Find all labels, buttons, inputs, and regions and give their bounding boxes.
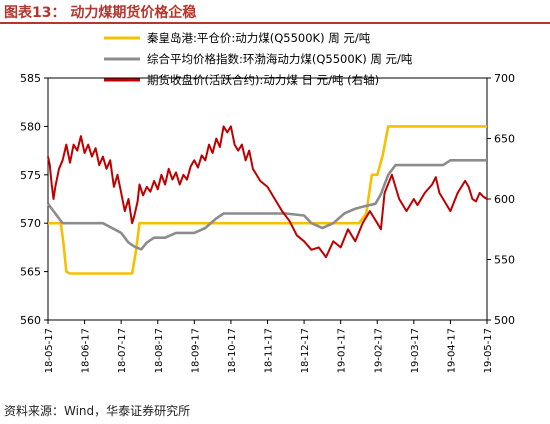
x-axis-tick-label: 18-05-17	[44, 328, 55, 373]
x-axis-tick-label: 18-11-17	[264, 328, 275, 373]
legend-label: 秦皇岛港:平仓价:动力煤(Q5500K) 周 元/吨	[147, 31, 371, 45]
series-line	[47, 125, 488, 259]
left-axis-tick-label: 585	[20, 72, 41, 85]
axis-ticks: 560 565 570 575 580 585 500 550 600 650 700 18-05-1…	[20, 72, 515, 373]
x-axis-tick-label: 18-12-17	[300, 328, 311, 373]
right-axis-tick-label: 500	[494, 314, 515, 327]
right-axis-tick-label: 650	[494, 133, 515, 146]
left-axis-tick-label: 575	[20, 169, 41, 182]
source-note: 资料来源：Wind，华泰证券研究所	[4, 404, 191, 418]
x-axis-tick-label: 19-02-17	[373, 328, 384, 373]
left-axis-tick-label: 565	[20, 266, 41, 279]
right-axis-tick-label: 700	[494, 72, 515, 85]
right-axis-tick-label: 600	[494, 193, 515, 206]
legend: 秦皇岛港:平仓价:动力煤(Q5500K) 周 元/吨综合平均价格指数:环渤海动力…	[104, 31, 413, 87]
x-axis-tick-label: 18-09-17	[190, 328, 201, 373]
x-axis-tick-label: 18-06-17	[81, 328, 92, 373]
x-axis-tick-label: 19-03-17	[410, 328, 421, 373]
chart-title: 图表13： 动力煤期货价格企稳	[4, 5, 197, 21]
legend-label: 期货收盘价(活跃合约):动力煤 日 元/吨 (右轴)	[147, 73, 379, 87]
x-axis-tick-label: 19-04-17	[446, 328, 457, 373]
x-axis-tick-label: 18-07-17	[117, 328, 128, 373]
title-bar: 图表13： 动力煤期货价格企稳	[0, 0, 550, 24]
right-axis-tick-label: 550	[494, 254, 515, 267]
x-axis-tick-label: 18-10-17	[227, 328, 238, 373]
left-axis-tick-label: 580	[20, 120, 41, 133]
series-group	[46, 125, 488, 275]
left-axis-tick-label: 560	[20, 314, 41, 327]
x-axis-tick-label: 19-01-17	[337, 328, 348, 373]
line-chart: 560 565 570 575 580 585 500 550 600 650 700 18-05-1…	[20, 31, 515, 373]
legend-label: 综合平均价格指数:环渤海动力煤(Q5500K) 周 元/吨	[147, 52, 413, 66]
x-axis-tick-label: 19-05-17	[483, 328, 494, 373]
left-axis-tick-label: 570	[20, 217, 41, 230]
series-line	[46, 159, 487, 251]
x-axis-tick-label: 18-08-17	[154, 328, 165, 373]
